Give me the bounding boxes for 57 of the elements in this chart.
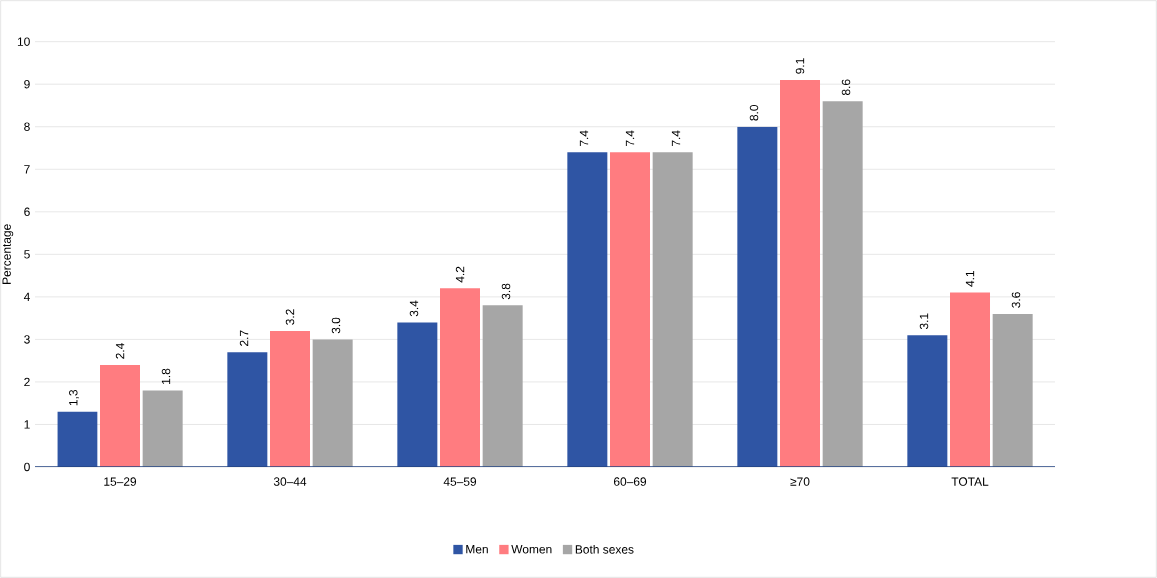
bar	[482, 305, 523, 467]
data-label: 2.4	[115, 343, 125, 359]
bar	[100, 364, 140, 467]
data-label: 3.2	[285, 309, 295, 325]
data-label: 3.6	[1011, 292, 1021, 308]
legend-label: Both sexes	[575, 544, 634, 554]
data-label: 1.8	[161, 368, 171, 384]
x-tick-label: ≥70	[790, 477, 810, 486]
data-label: 3.0	[331, 317, 341, 334]
y-axis-title: Percentage	[2, 224, 14, 284]
x-tick-label: 30–44	[273, 477, 307, 486]
data-label: 7.4	[579, 130, 589, 147]
y-tick-label: 3	[24, 335, 30, 344]
data-label: 8.0	[749, 104, 759, 121]
bar	[312, 339, 353, 467]
y-tick-label: 6	[24, 207, 30, 217]
bar	[950, 292, 991, 467]
data-label: 7.4	[625, 130, 635, 147]
data-label: 9.1	[795, 58, 805, 74]
bar	[780, 79, 821, 467]
y-tick-label: 2	[24, 377, 30, 387]
y-tick-label: 0	[24, 462, 30, 472]
data-label: 1,3	[69, 390, 79, 406]
x-tick-label: 15–29	[104, 477, 137, 486]
data-label: 2.7	[239, 330, 249, 346]
bar	[610, 152, 651, 467]
legend-label: Men	[466, 545, 488, 554]
bar	[440, 288, 480, 467]
y-tick-label: 10	[17, 37, 30, 46]
data-label: 4.2	[455, 266, 465, 283]
bar	[652, 152, 693, 467]
bar	[992, 313, 1033, 467]
data-label: 3.1	[919, 313, 929, 330]
bar	[822, 101, 863, 467]
y-tick-label: 5	[24, 250, 30, 259]
x-tick-label: 60–69	[613, 477, 647, 486]
bar	[907, 335, 948, 467]
bar	[397, 322, 438, 467]
y-tick-label: 8	[24, 122, 30, 131]
bar	[227, 352, 268, 467]
y-tick-label: 1	[24, 420, 30, 429]
bar	[270, 330, 310, 467]
x-tick-label: 45–59	[443, 477, 477, 486]
data-label: 3.8	[501, 283, 511, 300]
data-label: 8.6	[841, 79, 851, 96]
data-label: 4.1	[965, 270, 975, 287]
bar	[737, 126, 778, 467]
bar	[57, 411, 98, 467]
bar	[142, 390, 183, 467]
y-tick-label: 9	[24, 79, 30, 89]
x-tick-label: TOTAL	[951, 477, 989, 486]
legend-label: Women	[511, 545, 552, 554]
data-label: 3.4	[409, 300, 419, 317]
y-tick-label: 7	[24, 165, 30, 174]
y-tick-label: 4	[23, 292, 30, 301]
data-label: 7.4	[671, 130, 681, 147]
bar	[567, 152, 608, 467]
